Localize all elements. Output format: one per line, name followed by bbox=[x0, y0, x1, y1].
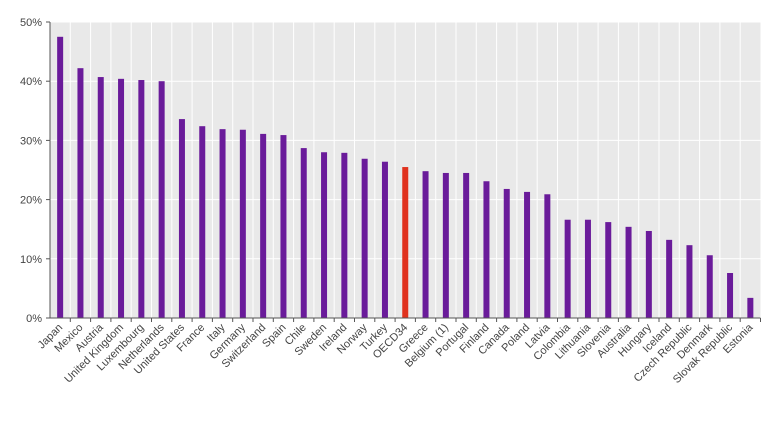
bar-estonia bbox=[747, 297, 754, 318]
y-tick-label: 30% bbox=[20, 135, 42, 147]
bar-greece bbox=[422, 171, 429, 318]
bar-poland bbox=[524, 191, 531, 318]
gridlines bbox=[50, 21, 761, 318]
bar-germany bbox=[239, 129, 246, 318]
bar-austria bbox=[97, 77, 104, 318]
y-tick-label: 40% bbox=[20, 76, 42, 88]
bar-chile bbox=[300, 148, 307, 318]
bar-latvia bbox=[544, 194, 551, 318]
bar-norway bbox=[361, 158, 368, 318]
bar-italy bbox=[219, 129, 226, 318]
bar-slovak-republic bbox=[727, 273, 734, 318]
bar-portugal bbox=[463, 172, 470, 318]
y-tick-label: 0% bbox=[26, 313, 42, 325]
bar-japan bbox=[57, 36, 64, 319]
bar-denmark bbox=[706, 255, 713, 318]
bar-australia bbox=[625, 226, 632, 318]
axes bbox=[46, 21, 761, 322]
bar-slovenia bbox=[605, 222, 612, 318]
bar-switzerland bbox=[260, 133, 267, 318]
y-tick-label: 50% bbox=[20, 17, 42, 29]
bar-oecd34 bbox=[402, 167, 409, 318]
bar-united-states bbox=[178, 119, 185, 318]
bar-czech-republic bbox=[686, 245, 693, 318]
bar-spain bbox=[280, 135, 287, 318]
bars bbox=[57, 36, 754, 319]
bar-mexico bbox=[77, 68, 84, 319]
bar-ireland bbox=[341, 152, 348, 318]
bar-france bbox=[199, 126, 206, 318]
bar-iceland bbox=[666, 239, 673, 318]
bar-belgium-1- bbox=[442, 172, 449, 318]
bar-finland bbox=[483, 181, 490, 318]
bar-netherlands bbox=[158, 81, 165, 318]
bar-luxembourg bbox=[138, 80, 145, 319]
y-tick-label: 20% bbox=[20, 195, 42, 207]
bar-colombia bbox=[564, 219, 571, 318]
x-tick-label: Spain bbox=[260, 322, 288, 350]
bar-lithuania bbox=[584, 219, 591, 318]
bar-sweden bbox=[321, 152, 328, 318]
bar-canada bbox=[503, 188, 510, 318]
bar-united-kingdom bbox=[118, 78, 125, 318]
y-tick-label: 10% bbox=[20, 254, 42, 266]
bar-turkey bbox=[381, 161, 388, 318]
bar-hungary bbox=[645, 230, 652, 318]
